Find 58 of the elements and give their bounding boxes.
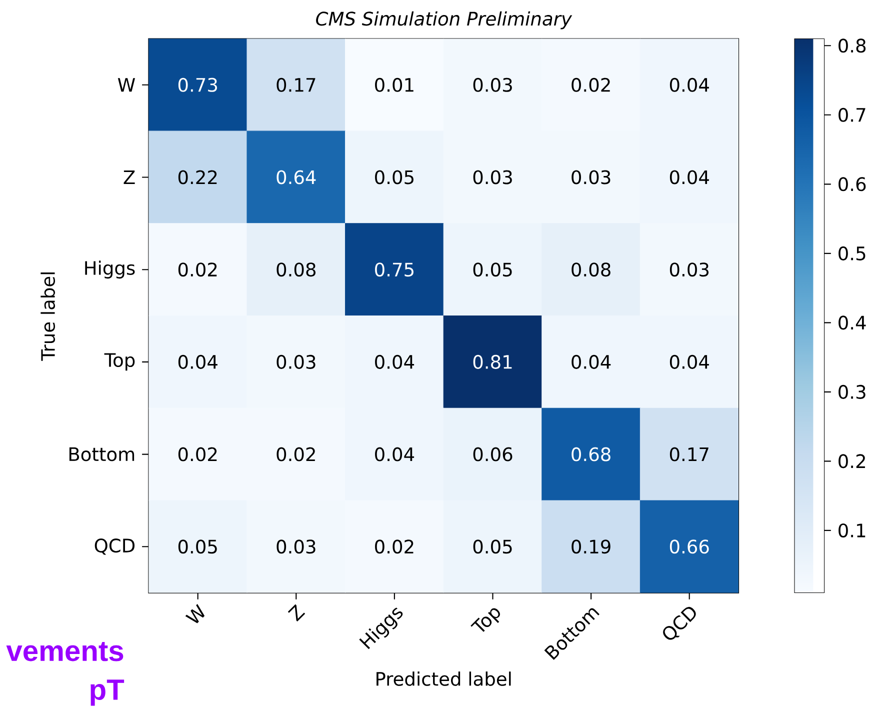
data-label: 0.05: [178, 540, 217, 554]
data-label: 0.75: [375, 262, 414, 277]
data-label: 0.17: [276, 78, 316, 92]
color-bar-label: 0.6: [838, 177, 866, 192]
x-tick-label: Z: [288, 604, 306, 622]
data-label: 0.03: [276, 354, 316, 369]
data-label: 0.68: [572, 447, 610, 462]
data-label: 0.04: [670, 354, 709, 369]
y-tick-label: Top: [104, 353, 135, 371]
data-label: 0.03: [473, 170, 512, 184]
data-label: 0.02: [276, 447, 315, 462]
color-bar-label: 0.5: [838, 246, 866, 260]
data-label: 0.08: [572, 262, 610, 277]
color-bar-label: 0.8: [838, 38, 866, 53]
y-axis-title: True label: [40, 272, 56, 361]
data-label: 0.02: [375, 540, 414, 554]
data-label: 0.81: [473, 354, 512, 369]
data-label: 0.04: [670, 78, 709, 92]
x-tick-label: W: [185, 604, 205, 624]
color-bar-label: 0.1: [838, 523, 866, 538]
data-label: 0.05: [473, 540, 512, 554]
y-tick-label: W: [118, 78, 136, 92]
data-label: 0.04: [178, 354, 218, 369]
data-label: 0.04: [375, 447, 414, 462]
color-bar-label: 0.4: [838, 316, 866, 330]
y-tick-label: Z: [124, 170, 135, 184]
data-label: 0.02: [178, 447, 217, 462]
y-tick-label: Bottom: [69, 447, 134, 462]
data-label: 0.01: [375, 78, 414, 92]
chart-title: CMS Simulation Preliminary: [316, 11, 572, 30]
data-label: 0.08: [276, 262, 316, 277]
data-label: 0.03: [473, 78, 512, 92]
color-bar-label: 0.3: [838, 384, 866, 399]
y-tick-label: Higgs: [85, 260, 135, 279]
data-label: 0.03: [276, 540, 316, 554]
data-label: 0.02: [178, 262, 217, 277]
data-label: 0.19: [572, 540, 610, 554]
x-axis-title: Predicted label: [376, 672, 511, 686]
data-label: 0.05: [375, 170, 414, 184]
data-label: 0.17: [670, 447, 708, 462]
data-label: 0.06: [473, 447, 512, 462]
data-label: 0.02: [572, 78, 610, 92]
color-bar-label: 0.7: [838, 108, 866, 122]
color-bar-label: 0.2: [838, 454, 865, 468]
data-label: 0.22: [178, 170, 217, 184]
data-label: 0.04: [670, 170, 709, 184]
x-tick-label: Top: [470, 608, 500, 632]
data-label: 0.66: [670, 540, 709, 554]
text: pT: [90, 680, 124, 706]
data-label: 0.05: [473, 262, 512, 277]
data-label: 0.73: [178, 78, 217, 92]
data-label: 0.03: [572, 170, 610, 184]
text: vements: [6, 642, 124, 662]
y-tick-label: QCD: [94, 538, 135, 555]
data-label: 0.03: [670, 262, 709, 277]
data-label: 0.04: [572, 354, 611, 369]
data-label: 0.64: [276, 170, 316, 184]
data-label: 0.04: [375, 354, 414, 369]
